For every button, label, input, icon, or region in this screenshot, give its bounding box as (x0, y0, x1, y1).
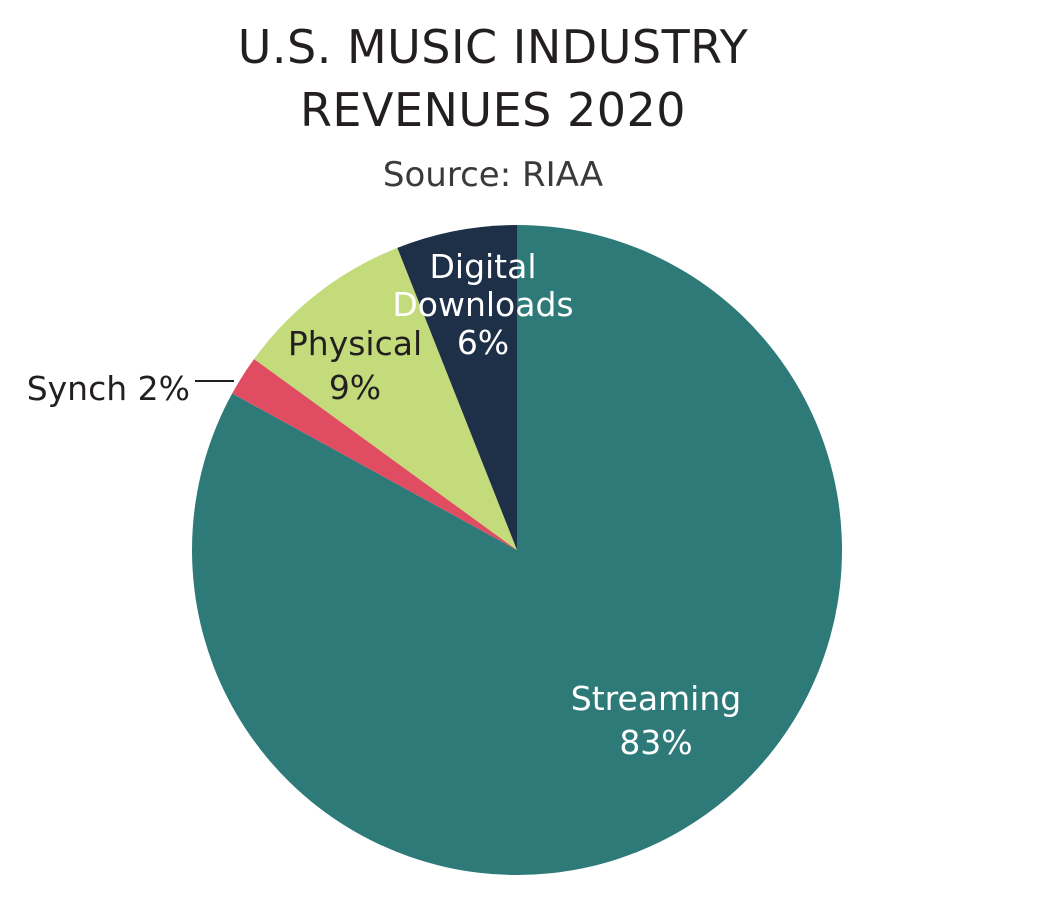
slice-label-synch: Synch 2% (27, 369, 190, 408)
pie-slice-synch (232, 358, 518, 550)
pie-slice-streaming (191, 225, 842, 876)
slice-label-streaming: Streaming 83% (571, 679, 741, 762)
chart-title-line-1: U.S. MUSIC INDUSTRY (238, 20, 749, 74)
chart-subtitle: Source: RIAA (383, 155, 603, 195)
pie-slices (191, 225, 842, 876)
slice-label-digital-downloads: Digital Downloads 6% (392, 247, 573, 362)
pie-slice-digital-downloads (397, 225, 517, 550)
slice-label-physical: Physical 9% (288, 324, 422, 407)
chart-title-line-2: REVENUES 2020 (300, 83, 686, 137)
slice-labels: Streaming 83% Synch 2% Physical 9%Digital Dow… (27, 247, 742, 762)
pie-slice-physical (254, 247, 518, 551)
